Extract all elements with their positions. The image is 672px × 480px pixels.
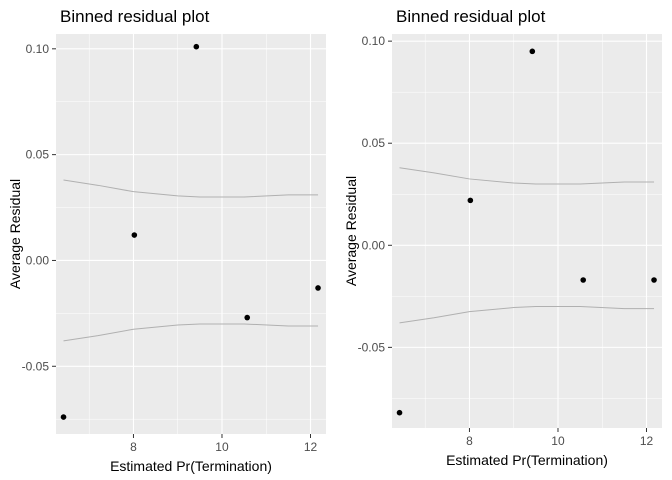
plot-panel-background bbox=[56, 34, 326, 434]
chart-panel-2: 8 10 12 -0.05 0.00 0.05 0.10 Binned residual pl… bbox=[343, 7, 662, 468]
x-axis-title: Estimated Pr(Termination) bbox=[446, 452, 608, 468]
plot-panel-background bbox=[392, 34, 662, 428]
y-tick-label: 0.05 bbox=[26, 148, 50, 162]
x-tick-label: 12 bbox=[304, 440, 318, 454]
x-tick-label: 12 bbox=[640, 434, 654, 448]
data-point-2 bbox=[131, 232, 138, 238]
chart-title: Binned residual plot bbox=[396, 7, 546, 26]
x-tick-label: 10 bbox=[215, 440, 229, 454]
y-tick-label: -0.05 bbox=[22, 359, 50, 373]
y-tick-label: 0.05 bbox=[362, 136, 386, 150]
x-tick-label: 8 bbox=[466, 434, 473, 448]
data-point-3 bbox=[193, 43, 200, 50]
data-point-4 bbox=[244, 314, 251, 321]
y-axis-title: Average Residual bbox=[7, 179, 23, 289]
y-tick-label: 0.10 bbox=[362, 34, 386, 48]
data-point-2 bbox=[467, 197, 474, 204]
chart-title: Binned residual plot bbox=[60, 7, 210, 26]
error-band-upper-line bbox=[63, 179, 319, 198]
data-point-1 bbox=[60, 414, 67, 420]
data-point-4 bbox=[580, 277, 587, 283]
y-tick-label: -0.05 bbox=[358, 340, 386, 354]
data-point-5 bbox=[315, 285, 321, 291]
x-axis-title: Estimated Pr(Termination) bbox=[110, 458, 272, 474]
y-axis-title: Average Residual bbox=[343, 176, 359, 286]
error-band-lower-line bbox=[399, 306, 655, 324]
error-band-upper-line bbox=[399, 167, 655, 185]
y-tick-label: 0.10 bbox=[26, 42, 50, 56]
x-tick-label: 10 bbox=[551, 434, 565, 448]
data-point-5 bbox=[651, 277, 657, 283]
chart-panel-1: 8 10 12 -0.05 0.00 0.05 0.10 Binned residual pl… bbox=[7, 7, 326, 474]
data-point-1 bbox=[396, 409, 403, 416]
y-tick-label: 0.00 bbox=[26, 253, 50, 267]
y-tick-label: 0.00 bbox=[362, 238, 386, 252]
x-tick-label: 8 bbox=[130, 440, 137, 454]
error-band-lower-line bbox=[63, 323, 319, 342]
data-point-3 bbox=[529, 48, 536, 55]
